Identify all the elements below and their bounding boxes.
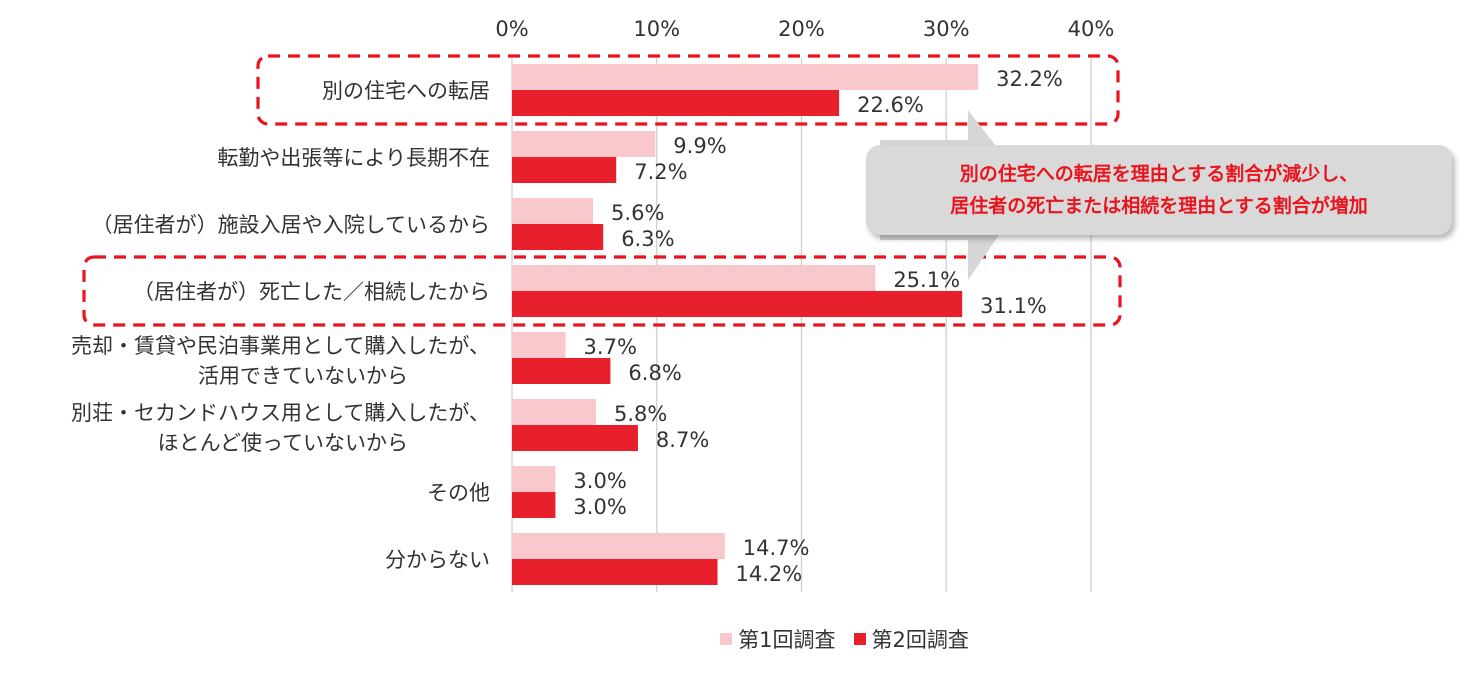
- legend-item-series1: 第1回調査: [720, 624, 836, 654]
- category-label: 売却・賃貸や民泊事業用として購入したが、活用できていないから: [71, 334, 490, 388]
- data-label-series2: 6.3%: [621, 227, 674, 251]
- category-label: その他: [427, 481, 490, 505]
- data-label-series2: 31.1%: [980, 294, 1047, 318]
- data-label-series1: 32.2%: [996, 67, 1063, 91]
- data-label-series1: 9.9%: [673, 134, 726, 158]
- x-axis-ticks: 0% 10% 20% 30% 40%: [495, 17, 1114, 41]
- data-label-series1: 5.6%: [611, 201, 664, 225]
- category-label: （居住者が）死亡した／相続したから: [133, 280, 490, 304]
- bar-series2: [512, 157, 617, 183]
- data-label-series2: 14.2%: [736, 562, 803, 586]
- bar-series2: [512, 291, 963, 317]
- category-label: 別荘・セカンドハウス用として購入したが、ほとんど使っていないから: [71, 401, 490, 455]
- data-label-series1: 3.0%: [573, 469, 626, 493]
- legend: 第1回調査 第2回調査: [0, 624, 1484, 654]
- callout-line-2: 居住者の死亡または相続を理由とする割合が増加: [950, 195, 1368, 217]
- bar-series2: [512, 559, 718, 585]
- highlight-box: [82, 255, 1122, 327]
- bar-series1: [512, 466, 556, 492]
- bar-series1: [512, 332, 566, 358]
- data-label-series2: 22.6%: [857, 93, 924, 117]
- data-label-series1: 5.8%: [614, 402, 667, 426]
- bar-series1: [512, 265, 876, 291]
- category-label: （居住者が）施設入居や入院しているから: [92, 213, 490, 237]
- legend-swatch-series1: [720, 633, 733, 645]
- bar-series1: [512, 533, 725, 559]
- bar-series1: [512, 131, 656, 157]
- data-label-series2: 8.7%: [656, 428, 709, 452]
- category-label: 分からない: [385, 548, 490, 572]
- category-label: 転勤や出張等により長期不在: [217, 146, 490, 170]
- data-label-series1: 14.7%: [743, 536, 810, 560]
- category-label-line: ほとんど使っていないから: [158, 431, 408, 455]
- legend-label-series1: 第1回調査: [738, 628, 836, 652]
- data-labels: 32.2% 22.6% 9.9%7.2% 5.6%6.3% 25.1% 31.1% 3.7%…: [573, 67, 1062, 586]
- data-label-series2: 6.8%: [628, 361, 681, 385]
- category-label-line: 活用できていないから: [198, 364, 408, 388]
- legend-item-series2: 第2回調査: [853, 624, 969, 654]
- data-label-series1: 3.7%: [584, 335, 637, 359]
- x-tick-label: 20%: [778, 17, 825, 41]
- callout-line-1: 別の住宅への転居を理由とする割合が減少し、: [959, 163, 1359, 185]
- data-label-series2: 7.2%: [634, 160, 687, 184]
- bars: [512, 64, 979, 585]
- x-tick-label: 10%: [633, 17, 680, 41]
- category-label-line: 売却・賃貸や民泊事業用として購入したが、: [71, 334, 490, 358]
- bar-series1: [512, 399, 596, 425]
- x-tick-label: 0%: [495, 17, 528, 41]
- legend-label-series2: 第2回調査: [871, 628, 969, 652]
- bar-series1: [512, 64, 979, 90]
- legend-swatch-series2: [853, 633, 866, 645]
- bar-series2: [512, 492, 556, 518]
- bar-series2: [512, 90, 840, 116]
- callout-box: 別の住宅への転居を理由とする割合が減少し、 居住者の死亡または相続を理由とする割…: [866, 145, 1452, 235]
- x-tick-label: 30%: [923, 17, 970, 41]
- bar-series1: [512, 198, 594, 224]
- category-label-line: 別荘・セカンドハウス用として購入したが、: [71, 401, 490, 425]
- highlight-boxes: [82, 54, 1122, 327]
- bar-series2: [512, 224, 604, 250]
- bar-series2: [512, 425, 638, 451]
- data-label-series1: 25.1%: [893, 268, 960, 292]
- category-label: 別の住宅への転居: [322, 79, 490, 103]
- x-tick-label: 40%: [1068, 17, 1115, 41]
- bar-series2: [512, 358, 611, 384]
- highlight-box: [256, 54, 1120, 126]
- data-label-series2: 3.0%: [573, 495, 626, 519]
